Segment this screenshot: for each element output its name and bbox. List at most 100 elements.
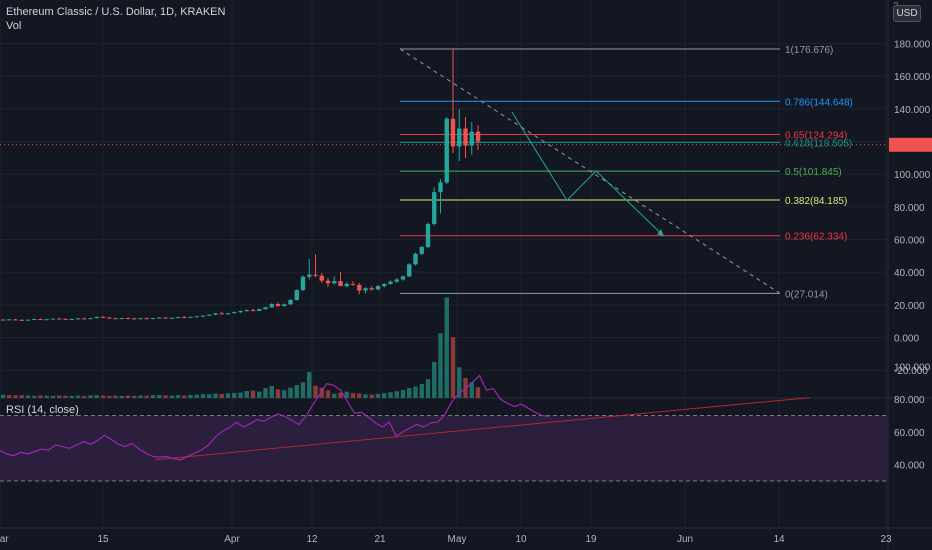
candle-body	[282, 304, 287, 306]
volume-bar	[138, 395, 143, 398]
x-axis-tick-label: Apr	[224, 534, 240, 545]
candle-body	[413, 253, 418, 265]
candle-body	[157, 317, 162, 319]
volume-bar	[388, 392, 393, 398]
x-axis-tick-label: 19	[585, 534, 597, 545]
x-axis-tick-label: Jun	[677, 534, 693, 545]
candle-body	[25, 319, 31, 321]
volume-bar	[232, 392, 237, 398]
y-axis-tick-label: 100.000	[894, 170, 931, 181]
candle-body	[163, 317, 168, 319]
volume-bar	[125, 395, 131, 398]
candle-body	[425, 224, 431, 248]
y-axis-tick-label: 140.000	[894, 105, 931, 116]
chart-title: Ethereum Classic / U.S. Dollar, 1D, KRAK…	[6, 6, 226, 18]
projection-path	[511, 111, 665, 237]
volume-bar	[357, 393, 362, 398]
volume-bar	[275, 389, 281, 398]
volume-bar	[438, 333, 443, 398]
candle-body	[444, 118, 449, 183]
candle-body	[88, 318, 93, 320]
volume-bar	[63, 395, 68, 398]
candle-body	[13, 319, 18, 321]
candle-body	[450, 118, 456, 147]
volume-bar	[113, 395, 118, 398]
candle-body	[350, 283, 356, 285]
candle-body	[419, 247, 424, 254]
candle-body	[169, 317, 174, 319]
volume-bar	[213, 393, 218, 398]
x-axis-tick-label: May	[448, 534, 467, 545]
rsi-label: RSI (14, close)	[6, 404, 79, 416]
volume-bar	[57, 395, 62, 398]
candle-body	[100, 316, 106, 318]
rsi-trendline	[154, 397, 811, 461]
candle-body	[338, 281, 343, 287]
y-axis-tick-label: 40.000	[894, 268, 925, 279]
candle-body	[257, 309, 262, 311]
candle-body	[250, 310, 256, 312]
candle-body	[232, 312, 237, 314]
volume-bar	[32, 395, 37, 398]
volume-bar	[7, 395, 12, 398]
x-axis-tick-label: 14	[773, 534, 785, 545]
candle-body	[288, 299, 293, 305]
volume-bar	[13, 395, 18, 398]
volume-bar	[263, 388, 268, 398]
x-axis-tick-label: 15	[97, 534, 109, 545]
candle-body	[269, 304, 274, 308]
volume-bar	[25, 395, 31, 398]
volume-bar	[413, 386, 418, 398]
candle-body	[313, 274, 318, 276]
candle-body	[307, 274, 312, 277]
volume-bar	[300, 382, 306, 398]
candle-body	[125, 318, 131, 320]
volume-bar	[44, 395, 49, 398]
volume-bar	[282, 390, 287, 398]
y-axis-tick-label: 80.000	[894, 203, 925, 214]
x-axis-tick-label: Mar	[0, 534, 9, 545]
y-axis-tick-label: 160.000	[894, 72, 931, 83]
candle-body	[469, 131, 474, 146]
fib-anchor-line	[399, 48, 781, 294]
candle-body	[332, 281, 337, 284]
volume-bar	[169, 395, 174, 398]
volume-bar	[238, 392, 243, 398]
volume-bar	[132, 395, 137, 398]
volume-bar	[119, 396, 124, 398]
volume-bar	[144, 395, 149, 398]
volume-bar	[325, 390, 331, 398]
candle-body	[238, 311, 243, 313]
candle-body	[325, 280, 331, 284]
volume-bar	[50, 395, 56, 398]
candle-body	[438, 182, 443, 193]
candle-body	[294, 290, 299, 300]
volume-bar	[407, 388, 412, 398]
candle-body	[44, 319, 49, 321]
projection-arrow	[657, 229, 664, 237]
currency-button[interactable]: USD	[893, 5, 921, 22]
y-axis-tick-label: 60.000	[894, 236, 925, 247]
volume-bar	[375, 393, 381, 398]
volume-bar	[450, 337, 456, 398]
y-axis-tick-label: 0.000	[894, 334, 919, 345]
volume-bar	[382, 393, 387, 398]
volume-bar	[313, 385, 318, 398]
fib-level-label: 0.65(124.294)	[785, 131, 847, 142]
volume-bar	[363, 394, 368, 398]
volume-bar	[400, 390, 406, 398]
volume-bar	[319, 387, 324, 398]
fib-level-label: 0.618(119.505)	[785, 138, 852, 149]
candle-body	[207, 314, 212, 316]
volume-bar	[175, 395, 181, 398]
volume-bar	[469, 382, 474, 398]
volume-bar	[219, 394, 224, 398]
volume-bar	[38, 395, 43, 398]
candle-body	[369, 288, 374, 290]
fib-level-label: 1(176.676)	[785, 45, 833, 56]
candle-body	[300, 276, 306, 291]
volume-bar	[0, 394, 6, 398]
volume-bar	[444, 297, 449, 398]
candle-body	[82, 318, 87, 320]
